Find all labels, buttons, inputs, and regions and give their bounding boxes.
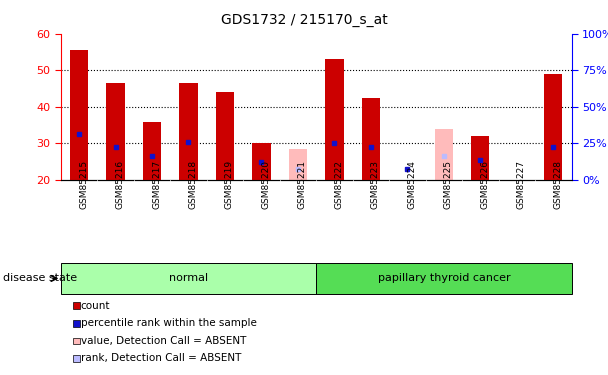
Text: papillary thyroid cancer: papillary thyroid cancer [378, 273, 510, 284]
Text: GSM85220: GSM85220 [261, 160, 271, 209]
Text: GSM85225: GSM85225 [444, 160, 453, 209]
Bar [179, 83, 198, 180]
Text: GSM85228: GSM85228 [553, 160, 562, 209]
Text: GDS1732 / 215170_s_at: GDS1732 / 215170_s_at [221, 13, 387, 27]
Bar [289, 149, 307, 180]
Bar [106, 83, 125, 180]
Bar [435, 129, 453, 180]
Text: GSM85215: GSM85215 [79, 160, 88, 209]
Bar [471, 136, 489, 180]
Bar [143, 122, 161, 180]
Text: GSM85221: GSM85221 [298, 160, 307, 209]
Bar [316, 262, 572, 294]
Text: GSM85218: GSM85218 [188, 160, 198, 209]
Text: rank, Detection Call = ABSENT: rank, Detection Call = ABSENT [81, 354, 241, 363]
Text: normal: normal [169, 273, 208, 284]
Bar [70, 50, 88, 180]
Bar [252, 144, 271, 180]
Text: GSM85223: GSM85223 [371, 160, 380, 209]
Text: value, Detection Call = ABSENT: value, Detection Call = ABSENT [81, 336, 246, 346]
Text: GSM85216: GSM85216 [116, 160, 125, 209]
Text: GSM85226: GSM85226 [480, 160, 489, 209]
Text: GSM85219: GSM85219 [225, 160, 234, 209]
Text: GSM85217: GSM85217 [152, 160, 161, 209]
Bar [216, 92, 234, 180]
Bar [544, 74, 562, 180]
Bar [325, 59, 344, 180]
Bar [61, 262, 316, 294]
Text: percentile rank within the sample: percentile rank within the sample [81, 318, 257, 328]
Text: disease state: disease state [3, 273, 77, 284]
Text: count: count [81, 301, 110, 310]
Text: GSM85227: GSM85227 [517, 160, 526, 209]
Bar [362, 98, 380, 180]
Text: GSM85222: GSM85222 [334, 160, 344, 209]
Text: GSM85224: GSM85224 [407, 160, 416, 209]
